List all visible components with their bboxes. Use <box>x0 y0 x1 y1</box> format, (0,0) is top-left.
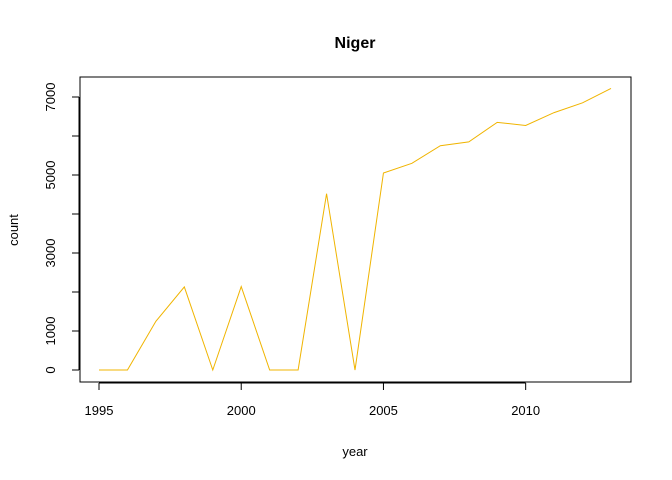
x-tick-label: 2010 <box>511 403 540 418</box>
y-tick-label: 0 <box>43 366 58 373</box>
y-tick-label: 1000 <box>43 317 58 346</box>
x-tick-label: 2005 <box>369 403 398 418</box>
x-tick-label: 1995 <box>85 403 114 418</box>
y-axis-title: count <box>6 214 21 246</box>
y-axis: 0 1000 3000 5000 7000 <box>43 83 80 374</box>
x-axis-title: year <box>342 444 368 459</box>
y-tick-label: 3000 <box>43 239 58 268</box>
series-layer <box>99 87 612 372</box>
series-line <box>99 87 612 372</box>
plot-frame <box>79 76 632 383</box>
x-tick-label: 2000 <box>227 403 256 418</box>
x-axis: 1995 2000 2005 2010 <box>85 382 540 418</box>
y-tick-label: 7000 <box>43 83 58 112</box>
chart-title: Niger <box>335 35 376 52</box>
y-tick-label: 5000 <box>43 161 58 190</box>
